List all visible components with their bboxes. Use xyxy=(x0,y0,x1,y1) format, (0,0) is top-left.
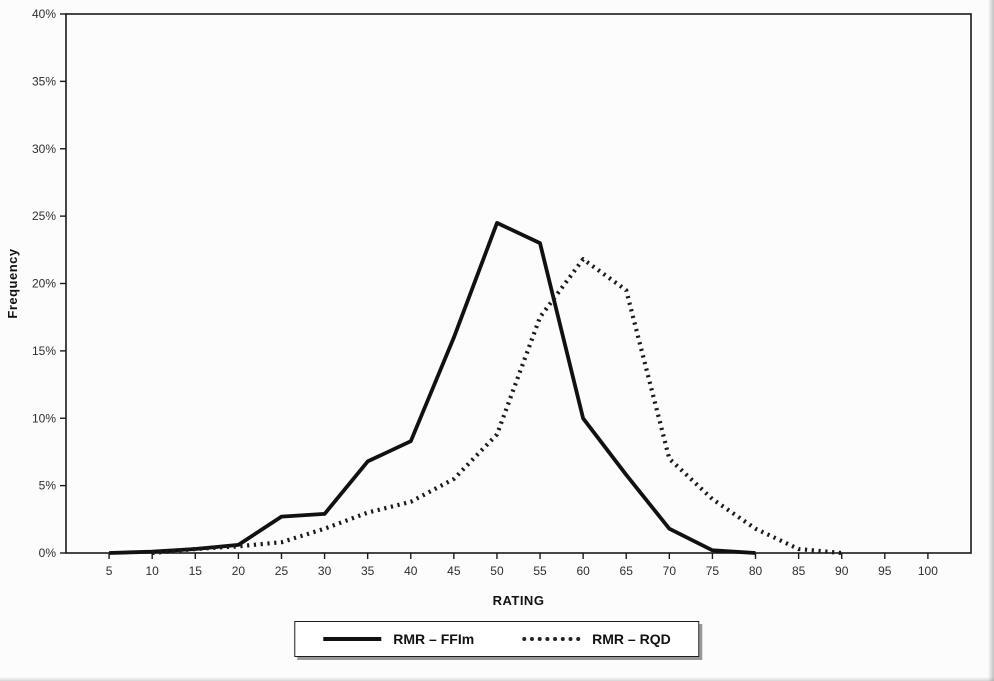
x-tick-label: 75 xyxy=(706,564,720,578)
x-tick-label: 70 xyxy=(663,564,677,578)
x-tick-label: 65 xyxy=(620,564,634,578)
y-tick-label: 0% xyxy=(39,546,57,560)
x-tick-label: 50 xyxy=(490,564,504,578)
legend-item-rmr-ffim: RMR – FFIm xyxy=(323,631,474,647)
legend-item-rmr-rqd: RMR – RQD xyxy=(522,631,671,647)
x-tick-label: 55 xyxy=(533,564,547,578)
y-tick-label: 10% xyxy=(32,411,56,425)
series-rmr-rqd-line xyxy=(152,257,842,556)
x-tick-label: 85 xyxy=(792,564,806,578)
y-tick-label: 30% xyxy=(32,142,56,156)
y-tick-label: 35% xyxy=(32,74,56,88)
x-tick-label: 30 xyxy=(318,564,332,578)
x-tick-label: 10 xyxy=(146,564,160,578)
series-rmr-ffim-line xyxy=(109,221,756,555)
x-tick-label: 5 xyxy=(106,564,113,578)
legend-label-rmr-rqd: RMR – RQD xyxy=(592,631,671,647)
dotted-line-sample xyxy=(522,637,581,641)
y-tick-label: 20% xyxy=(32,277,56,291)
x-tick-label: 35 xyxy=(361,564,375,578)
y-tick-label: 5% xyxy=(39,479,57,493)
x-axis-title: RATING xyxy=(493,593,545,608)
y-tick-label: 40% xyxy=(32,7,56,21)
plot-border xyxy=(65,13,972,554)
x-tick-label: 40 xyxy=(404,564,418,578)
x-tick-label: 20 xyxy=(232,564,246,578)
x-tick-label: 100 xyxy=(918,564,938,578)
x-tick-label: 80 xyxy=(749,564,763,578)
x-tick-label: 90 xyxy=(835,564,849,578)
x-tick-label: 25 xyxy=(275,564,289,578)
legend-label-rmr-ffim: RMR – FFIm xyxy=(393,631,475,647)
x-tick-label: 60 xyxy=(576,564,590,578)
solid-line-sample xyxy=(323,637,382,641)
y-axis-title: Frequency xyxy=(5,248,20,319)
y-tick-label: 15% xyxy=(32,344,56,358)
x-tick-label: 95 xyxy=(878,564,892,578)
x-tick-label: 45 xyxy=(447,564,461,578)
y-tick-label: 25% xyxy=(32,209,56,223)
x-tick-label: 15 xyxy=(189,564,203,578)
chart-legend: RMR – FFIm RMR – RQD xyxy=(294,621,700,657)
